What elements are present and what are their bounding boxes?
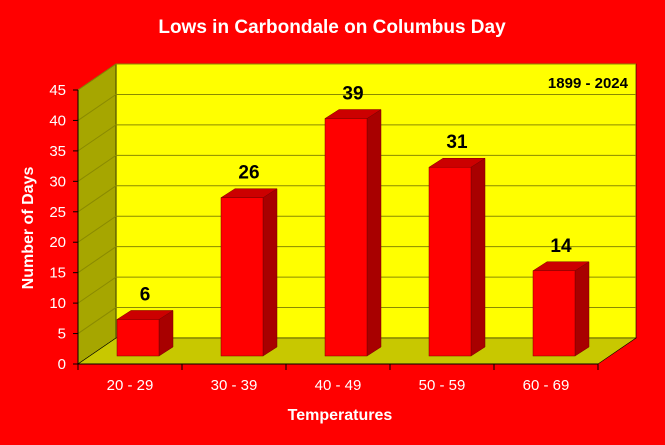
bar: 31 (428, 132, 486, 357)
x-tick-label: 60 - 69 (523, 377, 570, 394)
data-label: 39 (342, 84, 363, 105)
bar: 14 (532, 236, 590, 357)
x-tick-label: 20 - 29 (107, 377, 154, 394)
bar-side (366, 109, 382, 357)
y-tick-label: 30 (49, 173, 66, 190)
bar: 6 (116, 284, 174, 357)
x-tick-label: 50 - 59 (419, 377, 466, 394)
bar-front (220, 197, 264, 357)
bar-side (574, 261, 590, 357)
y-tick-label: 45 (49, 82, 66, 99)
y-axis-label: Number of Days (20, 167, 37, 290)
y-tick-label: 5 (58, 326, 66, 343)
bar-front (116, 319, 160, 357)
data-label: 26 (238, 163, 259, 184)
y-tick-label: 15 (49, 265, 66, 282)
data-label: 6 (140, 284, 151, 305)
bar-side (262, 188, 278, 357)
y-tick-label: 0 (58, 356, 66, 373)
y-tick-label: 10 (49, 295, 66, 312)
gridline (77, 63, 636, 91)
x-axis: 20 - 29 30 - 39 40 - 49 50 - 59 60 - 69 (77, 363, 599, 394)
x-tick-label: 40 - 49 (315, 377, 362, 394)
data-label: 14 (550, 236, 572, 257)
bar-front (532, 270, 576, 357)
y-tick-label: 20 (49, 234, 66, 251)
bar-front (428, 166, 472, 357)
data-label: 31 (446, 132, 468, 153)
chart-title: Lows in Carbondale on Columbus Day (158, 17, 506, 38)
bar-front (324, 118, 368, 357)
gridline (77, 154, 636, 182)
side-wall (77, 63, 117, 365)
chart-subtitle: 1899 - 2024 (548, 75, 629, 92)
gridline (77, 93, 636, 121)
y-tick-label: 40 (49, 112, 66, 129)
bar: 26 (220, 163, 278, 357)
x-tick-label: 30 - 39 (211, 377, 258, 394)
y-tick-label: 25 (49, 204, 66, 221)
x-axis-label: Temperatures (288, 407, 393, 424)
bars: 6 26 39 31 14 (116, 84, 590, 357)
bar: 39 (324, 84, 382, 357)
bar-side (470, 157, 486, 357)
gridline (77, 124, 636, 152)
y-axis: 0 5 10 15 20 25 30 35 40 45 (49, 82, 79, 373)
y-tick-label: 35 (49, 143, 66, 160)
